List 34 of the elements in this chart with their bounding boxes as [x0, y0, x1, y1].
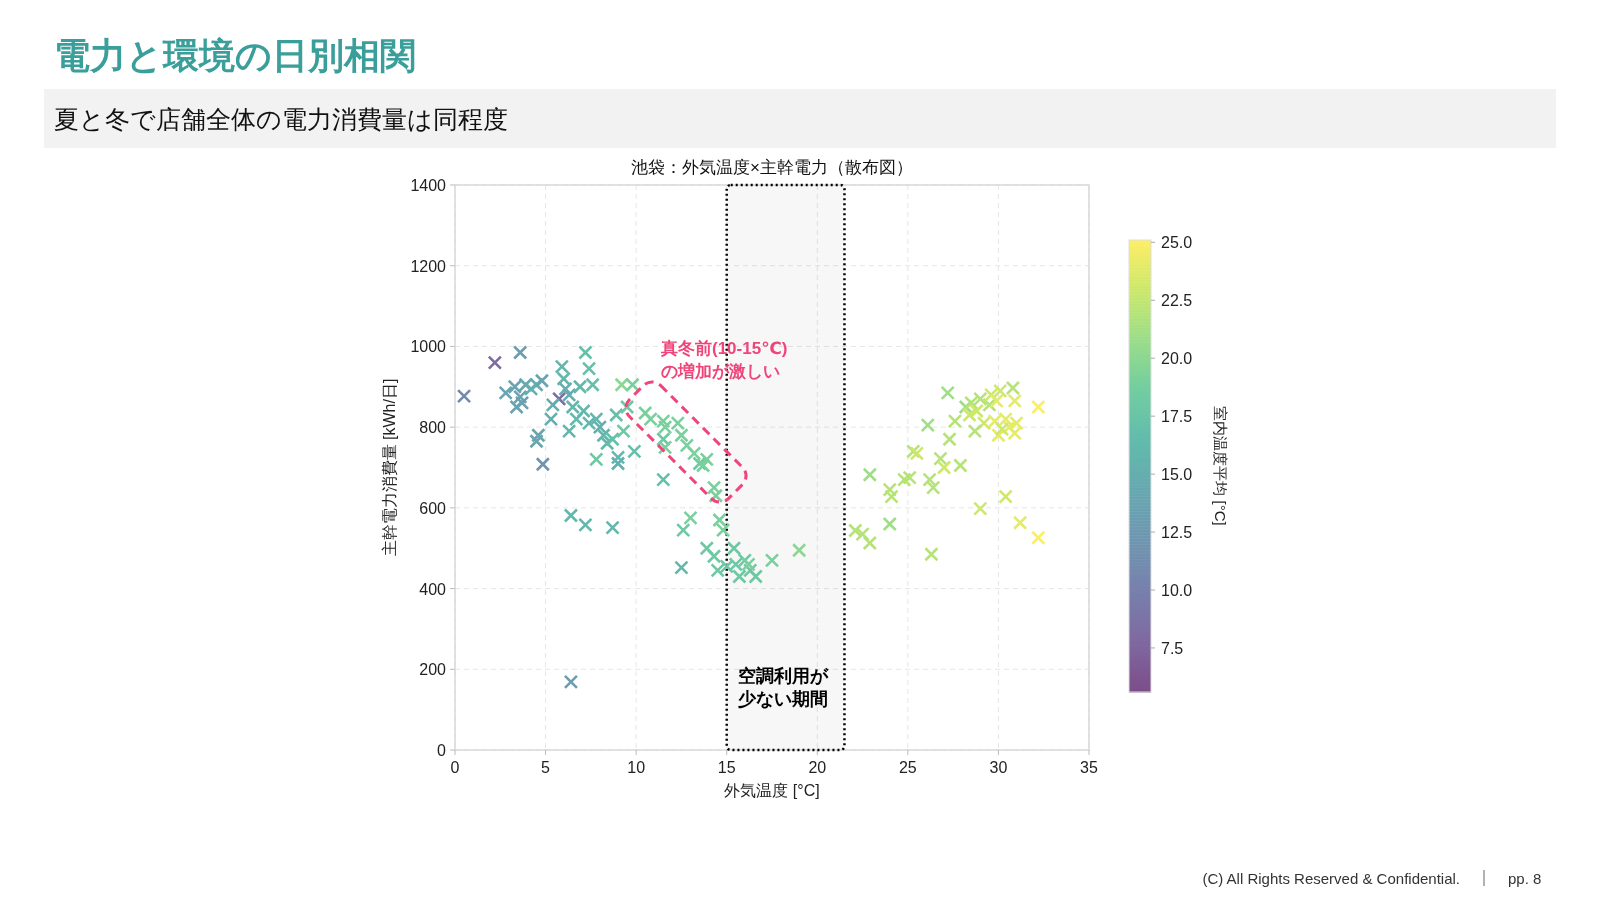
- y-tick-label: 1400: [410, 177, 447, 194]
- chart-subtitle: 夏と冬で店舗全体の電力消費量は同程度: [54, 105, 508, 133]
- text: pp. 8: [1508, 870, 1542, 887]
- annotation: 真冬前(10-15℃)の増加が激しい: [660, 339, 788, 381]
- y-tick-label: 400: [419, 580, 447, 598]
- color-bar-title: 室内温度平均 [°C]: [1212, 406, 1229, 526]
- x-tick-label: 25: [898, 759, 917, 776]
- color-bar-label: 10.0: [1161, 582, 1193, 600]
- chart-title: 電力と環境の日別相関: [54, 35, 416, 76]
- y-tick-label: 600: [419, 499, 447, 517]
- text: 池袋：外気温度×主幹電力（散布図）: [631, 158, 913, 177]
- y-tick-label: 0: [437, 742, 447, 759]
- color-bar-label: 22.5: [1161, 292, 1193, 310]
- y-tick-label: 1200: [410, 257, 447, 275]
- y-tick-label: 800: [419, 419, 447, 437]
- x-axis-title: 外気温度 [°C]: [724, 782, 820, 799]
- x-tick-label: 30: [989, 759, 1008, 776]
- x-tick-label: 20: [808, 759, 827, 776]
- color-bar-label: 15.0: [1161, 466, 1193, 484]
- x-tick-label: 35: [1080, 759, 1098, 776]
- color-bar-label: 12.5: [1161, 524, 1193, 542]
- y-tick-label: 200: [419, 661, 447, 679]
- color-bar-label: 7.5: [1161, 639, 1184, 657]
- color-bar-label: 17.5: [1161, 408, 1193, 426]
- x-tick-label: 15: [717, 759, 736, 776]
- y-tick-label: 1000: [410, 338, 447, 356]
- text: (C) All Rights Reserved & Confidential.: [1202, 870, 1460, 887]
- x-tick-label: 5: [541, 759, 551, 776]
- y-axis-title: 主幹電力消費量 [kWh/日]: [381, 378, 398, 557]
- x-tick-label: 10: [627, 759, 646, 776]
- color-bar-label: 20.0: [1161, 350, 1193, 368]
- color-bar-label: 25.0: [1161, 234, 1193, 252]
- x-tick-label: 0: [450, 759, 460, 776]
- band-label: 空調利用が少ない期間: [737, 666, 829, 709]
